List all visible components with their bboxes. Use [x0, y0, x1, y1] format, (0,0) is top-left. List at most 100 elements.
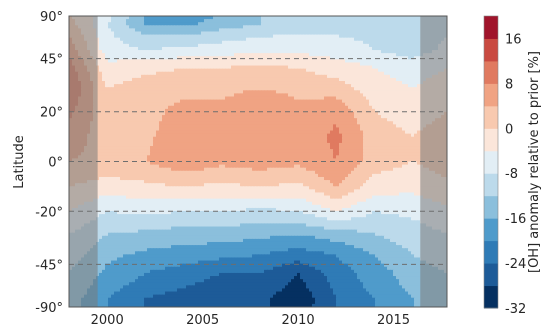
contour-cell: [231, 46, 235, 51]
contour-cell: [210, 68, 214, 73]
contour-cell: [261, 19, 265, 23]
contour-cell: [135, 43, 139, 48]
contour-cell: [168, 43, 172, 48]
contour-cell: [297, 31, 301, 36]
contour-cell: [156, 28, 160, 33]
contour-cell: [285, 19, 289, 23]
contour-cell: [411, 19, 415, 23]
contour-cell: [132, 34, 136, 39]
contour-cell: [270, 59, 274, 64]
contour-cell: [264, 65, 268, 70]
contour-cell: [333, 53, 337, 57]
contour-cell: [168, 50, 172, 54]
contour-cell: [189, 19, 193, 23]
contour-cell: [315, 43, 319, 48]
contour-cell: [312, 68, 316, 73]
contour-cell: [252, 46, 256, 51]
contour-cell: [111, 19, 115, 23]
contour-cell: [96, 25, 100, 29]
contour-cell: [369, 31, 373, 36]
contour-cell: [225, 62, 229, 67]
contour-cell: [339, 34, 343, 39]
contour-cell: [240, 46, 244, 51]
contour-cell: [405, 25, 409, 29]
contour-cell: [324, 59, 328, 64]
contour-cell: [252, 62, 256, 67]
contour-cell: [258, 19, 262, 23]
contour-cell: [294, 34, 298, 39]
contour-cell: [279, 19, 283, 23]
contour-cell: [138, 56, 142, 60]
contour-cell: [183, 50, 187, 54]
contour-cell: [408, 56, 412, 60]
contour-cell: [300, 56, 304, 60]
contour-cell: [336, 59, 340, 64]
contour-cell: [414, 50, 418, 54]
contour-cell: [387, 43, 391, 48]
contour-cell: [213, 37, 217, 42]
contour-cell: [414, 46, 418, 51]
contour-cell: [279, 56, 283, 60]
contour-cell: [285, 16, 289, 20]
contour-cell: [354, 59, 358, 64]
contour-cell: [363, 16, 367, 20]
contour-cell: [222, 34, 226, 39]
contour-cell: [96, 62, 100, 67]
contour-cell: [318, 28, 322, 33]
contour-cell: [351, 53, 355, 57]
contour-cell: [324, 68, 328, 73]
contour-cell: [312, 62, 316, 67]
contour-cell: [123, 37, 127, 42]
contour-cell: [177, 34, 181, 39]
contour-cell: [135, 68, 139, 73]
contour-cell: [351, 43, 355, 48]
contour-cell: [108, 46, 112, 51]
contour-cell: [105, 71, 109, 76]
contour-cell: [102, 46, 106, 51]
contour-cell: [228, 40, 232, 45]
contour-cell: [273, 53, 277, 57]
contour-cell: [168, 25, 172, 29]
contour-cell: [225, 50, 229, 54]
contour-cell: [261, 68, 265, 73]
contour-cell: [132, 65, 136, 70]
contour-cell: [321, 59, 325, 64]
contour-cell: [177, 62, 181, 67]
contour-cell: [105, 34, 109, 39]
contour-cell: [240, 25, 244, 29]
contour-cell: [276, 62, 280, 67]
contour-cell: [144, 46, 148, 51]
contour-cell: [171, 28, 175, 33]
contour-cell: [246, 40, 250, 45]
contour-cell: [297, 28, 301, 33]
contour-cell: [231, 25, 235, 29]
contour-cell: [342, 25, 346, 29]
contour-cell: [138, 43, 142, 48]
contour-cell: [345, 62, 349, 67]
contour-cell: [381, 34, 385, 39]
contour-cell: [129, 43, 133, 48]
contour-cell: [138, 53, 142, 57]
contour-cell: [135, 65, 139, 70]
contour-cell: [216, 46, 220, 51]
contour-cell: [219, 34, 223, 39]
contour-cell: [177, 37, 181, 42]
contour-cell: [414, 59, 418, 64]
contour-cell: [159, 25, 163, 29]
contour-cell: [294, 46, 298, 51]
contour-cell: [309, 25, 313, 29]
contour-cell: [201, 25, 205, 29]
contour-cell: [267, 28, 271, 33]
contour-cell: [399, 62, 403, 67]
contour-cell: [378, 46, 382, 51]
contour-cell: [249, 37, 253, 42]
contour-cell: [198, 37, 202, 42]
contour-cell: [348, 25, 352, 29]
contour-cell: [333, 22, 337, 26]
contour-cell: [351, 34, 355, 39]
contour-cell: [390, 25, 394, 29]
contour-cell: [345, 25, 349, 29]
contour-cell: [387, 25, 391, 29]
contour-cell: [237, 59, 241, 64]
contour-cell: [339, 46, 343, 51]
